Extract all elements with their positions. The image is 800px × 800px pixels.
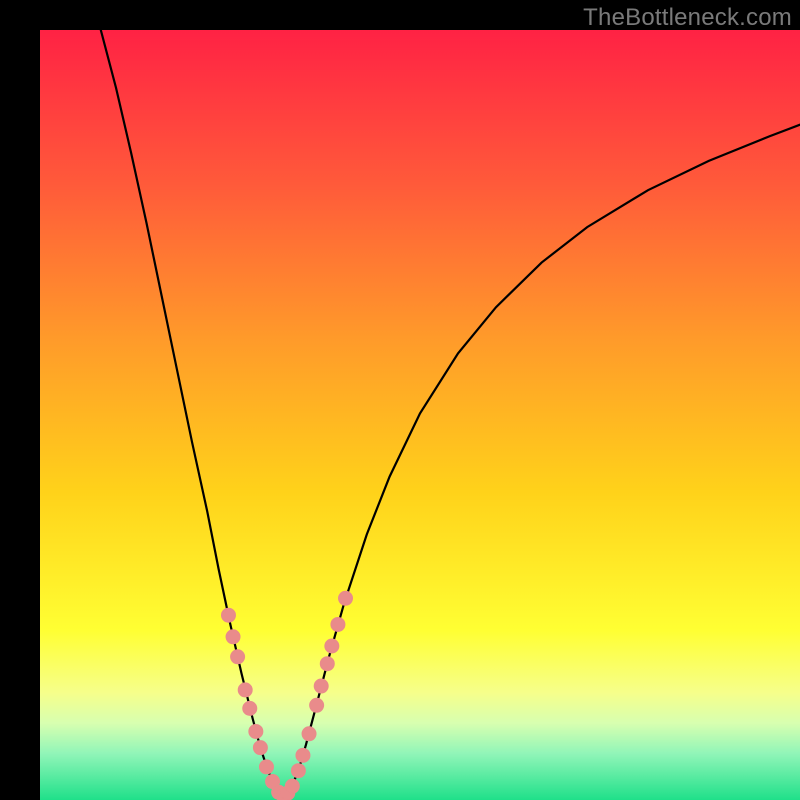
plot-svg bbox=[40, 30, 800, 800]
marker-point bbox=[253, 741, 267, 755]
marker-point bbox=[325, 639, 339, 653]
marker-point bbox=[285, 779, 299, 793]
marker-point bbox=[331, 617, 345, 631]
marker-point bbox=[339, 591, 353, 605]
marker-point bbox=[259, 760, 273, 774]
marker-point bbox=[310, 698, 324, 712]
marker-point bbox=[226, 630, 240, 644]
marker-point bbox=[320, 657, 334, 671]
marker-point bbox=[231, 650, 245, 664]
marker-point bbox=[302, 727, 316, 741]
marker-point bbox=[296, 748, 310, 762]
plot-area bbox=[40, 30, 800, 800]
marker-point bbox=[238, 683, 252, 697]
marker-point bbox=[291, 764, 305, 778]
marker-point bbox=[314, 679, 328, 693]
marker-point bbox=[243, 701, 257, 715]
watermark-text: TheBottleneck.com bbox=[583, 4, 792, 32]
marker-point bbox=[221, 608, 235, 622]
marker-point bbox=[249, 724, 263, 738]
